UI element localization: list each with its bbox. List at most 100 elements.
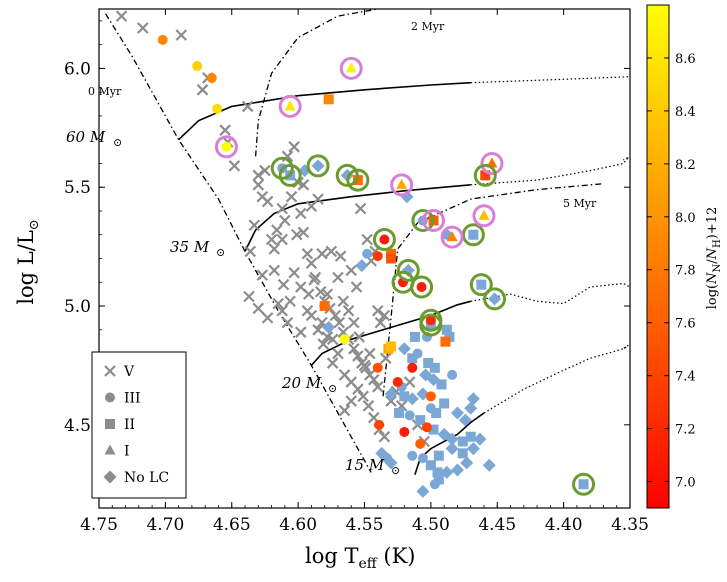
x-stroke [276,304,288,317]
track-tail [470,76,630,84]
colored-circle-marker [407,362,418,373]
legend-square-marker [105,419,115,429]
class-v-marker [357,390,369,403]
track-line [310,300,471,366]
x-stroke [276,202,288,215]
class-v-marker [228,160,241,172]
y-tick-label: 5.0 [64,297,91,317]
x-stroke [297,226,310,239]
x-tick-label: 4.45 [478,515,516,535]
class-v-marker [329,309,342,322]
x-stroke [326,357,339,369]
x-stroke [305,257,318,270]
class-v-marker [259,164,271,177]
blue-diamond-marker [464,401,478,415]
track-tail [483,343,630,414]
x-stroke [115,10,128,22]
x-stroke [196,84,209,96]
blue-square-marker [432,467,443,478]
class-v-marker [345,395,358,407]
class-v-marker [252,169,265,182]
y-tick-label: 6.0 [64,59,91,79]
blue-diamond-marker [355,259,369,273]
isochrone-layer [105,9,604,473]
blue-circle-marker [407,450,418,461]
blue-diamond-marker [488,292,502,306]
colored-markers [157,34,498,449]
x-stroke [288,266,300,279]
x-stroke [288,141,300,153]
x-stroke [352,350,364,362]
x-stroke [137,22,149,34]
colorbar-tick-label: 8.0 [675,211,696,226]
x-stroke [348,316,360,329]
class-v-marker [312,193,324,205]
blue-square-marker [425,460,436,471]
blue-diamond-marker [458,413,472,427]
x-tick-label: 4.65 [213,515,251,535]
colored-circle-marker [415,438,426,449]
legend-diamond-marker [103,470,117,484]
x-stroke [345,264,358,277]
blue-markers [277,159,589,498]
x-tick-label: 4.60 [279,515,317,535]
colorbar-tick-label: 8.4 [675,105,696,120]
blue-circle-marker [362,248,373,259]
class-v-marker [288,266,300,279]
blue-diamond-marker [397,342,411,356]
class-v-marker [277,278,290,291]
class-v-marker [361,233,373,246]
blue-square-marker [436,379,447,390]
class-v-marker [252,302,265,315]
colored-circle-marker [425,391,436,402]
x-stroke [345,376,358,388]
colorbar-tick-label: 7.6 [675,317,696,332]
blue-square-marker [433,450,444,461]
isochrone-line [254,9,378,157]
class-v-marker [378,430,391,443]
colored-triangle-marker [284,100,296,111]
x-stroke [252,169,265,182]
green-ring [396,258,420,282]
svg-text:15 M: 15 M [345,456,385,474]
class-v-marker [374,316,387,329]
class-v-marker [314,285,327,298]
x-stroke [243,290,255,303]
class-v-marker [196,84,209,96]
track-layer [178,76,630,475]
x-stroke [271,224,283,236]
class-v-marker [345,264,358,277]
blue-diamond-marker [405,392,419,406]
class-v-markers [115,10,431,448]
x-stroke [314,285,327,298]
x-stroke [353,331,365,343]
x-stroke [268,243,281,255]
class-v-marker [115,10,128,22]
class-v-marker [297,226,310,239]
x-stroke [281,316,294,329]
pink-ring [440,225,464,249]
x-stroke [364,347,376,360]
iso-label-5myr: 5 Myr [563,197,597,210]
legend-label: II [124,417,135,433]
x-stroke [354,202,367,215]
x-stroke [325,245,338,258]
blue-square-marker [428,424,439,435]
x-stroke [272,297,284,310]
x-stroke [295,281,307,293]
x-stroke [285,190,298,203]
class-v-marker [353,331,365,343]
blue-square-marker [431,407,442,418]
colored-triangle-marker [478,209,490,220]
class-v-marker [302,288,315,300]
track-tail [470,155,630,186]
x-stroke [329,309,342,322]
x-stroke [378,430,391,443]
class-v-marker [338,404,351,417]
colored-circle-marker [374,419,385,430]
green-ring [410,275,434,299]
class-v-marker [362,400,375,412]
iso-label-2myr: 2 Myr [411,20,445,33]
class-v-marker [175,29,188,41]
